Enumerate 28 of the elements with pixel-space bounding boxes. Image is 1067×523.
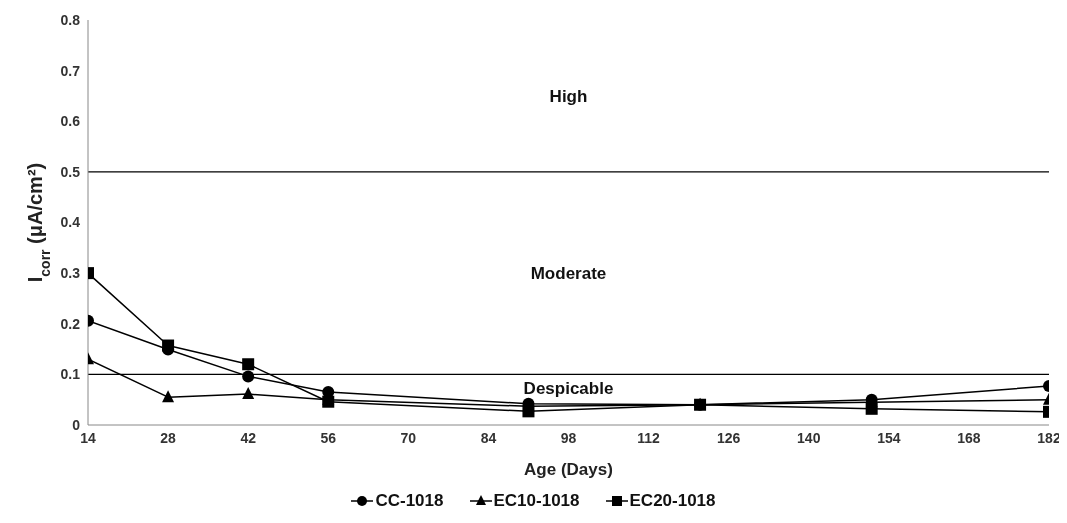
y-tick-label: 0.1 <box>60 366 81 383</box>
x-tick-label: 140 <box>797 429 821 446</box>
y-tick-label: 0.7 <box>60 62 81 79</box>
y-tick-label: 0.5 <box>60 163 81 180</box>
y-tick-label: 0.3 <box>60 265 81 282</box>
annotation: High <box>549 86 588 106</box>
x-tick-label: 56 <box>320 429 337 446</box>
x-tick-label: 42 <box>240 429 257 446</box>
x-tick-label: 126 <box>716 429 741 446</box>
x-tick-label: 84 <box>480 429 497 446</box>
y-tick-label: 0.4 <box>60 214 81 231</box>
x-tick-label: 168 <box>957 429 981 446</box>
y-tick-label: 0.6 <box>60 113 81 130</box>
x-tick-label: 28 <box>160 429 177 446</box>
x-tick-label: 154 <box>877 429 901 446</box>
annotation: Despicable <box>523 379 614 399</box>
y-tick-label: 0 <box>72 416 81 433</box>
x-tick-label: 14 <box>80 429 96 446</box>
legend-label: CC-1018 <box>375 491 444 511</box>
x-tick-label: 98 <box>560 429 577 446</box>
x-axis-title: Age (Days) <box>524 460 613 479</box>
y-tick-label: 0.8 <box>60 11 81 28</box>
annotation: Moderate <box>530 264 607 284</box>
x-tick-label: 112 <box>637 429 661 446</box>
legend-label: EC20-1018 <box>629 491 716 511</box>
legend-label: EC10-1018 <box>493 491 580 511</box>
y-tick-label: 0.2 <box>60 315 81 332</box>
x-tick-label: 70 <box>400 429 417 446</box>
